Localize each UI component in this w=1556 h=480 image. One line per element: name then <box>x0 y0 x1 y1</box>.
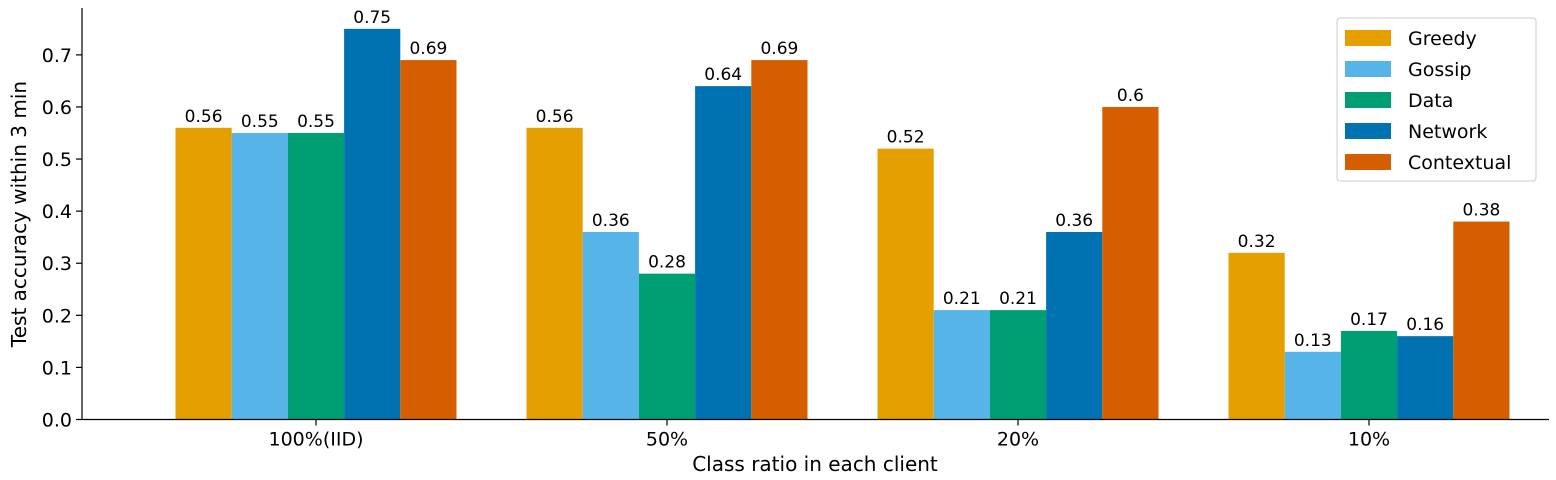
x-tick-label: 100%(IID) <box>269 429 364 451</box>
y-tick-label: 0.7 <box>42 45 72 67</box>
bar-data-20 <box>989 310 1047 420</box>
legend-label-gossip: Gossip <box>1408 59 1472 81</box>
data-label-greedy-100-iid: 0.56 <box>185 107 223 127</box>
data-label-network-100-iid: 0.75 <box>353 8 391 28</box>
x-tick-label: 20% <box>997 429 1039 451</box>
y-tick-label: 0.5 <box>42 149 72 171</box>
bar-network-10 <box>1397 336 1454 420</box>
bar-greedy-50 <box>526 127 583 420</box>
x-tick-label: 10% <box>1348 429 1390 451</box>
y-axis-title: Test accuracy within 3 min <box>7 81 31 348</box>
legend-frame <box>1336 17 1537 182</box>
bar-contextual-10 <box>1453 221 1510 420</box>
data-label-data-20: 0.21 <box>999 289 1037 309</box>
y-tick-label: 0.4 <box>42 201 72 223</box>
bar-data-10 <box>1340 330 1398 420</box>
data-labels-layer: 0.56 0.55 0.55 0.75 0.69 0.56 0.36 0.28 0.64 0.69… <box>185 8 1501 351</box>
bar-data-50 <box>638 273 696 420</box>
legend-label-greedy: Greedy <box>1408 28 1477 50</box>
legend-label-data: Data <box>1408 90 1453 112</box>
legend-swatch-contextual <box>1345 154 1391 170</box>
x-ticks: 100%(IID) 50% 20% 10% <box>269 419 1390 451</box>
y-tick-label: 0.2 <box>42 305 72 327</box>
data-label-greedy-10: 0.32 <box>1238 232 1276 252</box>
x-axis-title: Class ratio in each client <box>692 452 938 476</box>
data-label-contextual-10: 0.38 <box>1462 201 1500 221</box>
legend-label-network: Network <box>1408 121 1487 143</box>
bar-gossip-10 <box>1284 351 1341 420</box>
legend-swatch-greedy <box>1345 30 1391 46</box>
legend-swatch-gossip <box>1345 61 1391 77</box>
x-tick-label: 50% <box>646 429 688 451</box>
data-label-greedy-20: 0.52 <box>887 128 925 148</box>
data-label-contextual-20: 0.6 <box>1117 86 1144 106</box>
bar-greedy-10 <box>1228 252 1285 420</box>
y-tick-label: 0.1 <box>42 357 72 379</box>
data-label-network-50: 0.64 <box>704 65 742 85</box>
data-label-greedy-50: 0.56 <box>536 107 574 127</box>
data-label-gossip-10: 0.13 <box>1294 331 1332 351</box>
data-label-network-20: 0.36 <box>1055 211 1093 231</box>
data-label-data-10: 0.17 <box>1350 310 1388 330</box>
bar-data-100-iid <box>287 133 345 420</box>
axes-layer <box>81 8 1549 421</box>
bar-network-20 <box>1046 231 1103 420</box>
data-label-data-100-iid: 0.55 <box>297 112 335 132</box>
legend-swatch-network <box>1345 123 1391 139</box>
bar-network-50 <box>695 86 752 420</box>
data-label-gossip-50: 0.36 <box>592 211 630 231</box>
data-label-contextual-100-iid: 0.69 <box>409 39 447 59</box>
y-tick-label: 0.3 <box>42 253 72 275</box>
bar-greedy-100-iid <box>175 127 232 420</box>
y-tick-label: 0.0 <box>42 410 72 432</box>
legend-swatch-data <box>1345 92 1391 108</box>
bar-gossip-50 <box>582 231 639 420</box>
legend-label-contextual: Contextual <box>1408 152 1511 174</box>
bar-contextual-20 <box>1102 106 1159 420</box>
bar-gossip-20 <box>933 310 990 420</box>
data-label-data-50: 0.28 <box>648 253 686 273</box>
data-label-contextual-50: 0.69 <box>760 39 798 59</box>
bar-gossip-100-iid <box>231 133 288 420</box>
bar-network-100-iid <box>344 28 401 420</box>
bar-contextual-100-iid <box>400 60 457 420</box>
bar-greedy-20 <box>877 148 934 420</box>
bars-layer <box>175 28 1510 420</box>
data-label-network-10: 0.16 <box>1406 315 1444 335</box>
data-label-gossip-100-iid: 0.55 <box>241 112 279 132</box>
y-ticks: 0.0 0.1 0.2 0.3 0.4 0.5 0.6 0.7 <box>42 45 82 432</box>
y-tick-label: 0.6 <box>42 97 72 119</box>
legend: Greedy Gossip Data Network Contextual <box>1336 17 1537 182</box>
bar-contextual-50 <box>751 60 808 420</box>
data-label-gossip-20: 0.21 <box>943 289 981 309</box>
